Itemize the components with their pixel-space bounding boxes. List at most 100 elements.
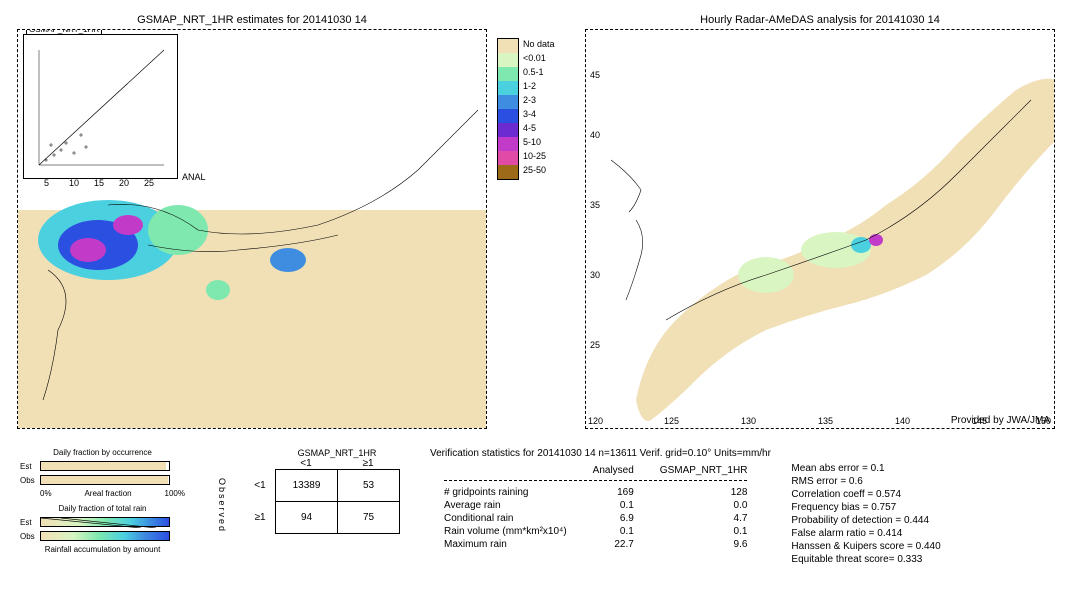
occurrence-title: Daily fraction by occurrence <box>20 448 185 457</box>
legend-swatch <box>498 95 518 109</box>
legend-label: 4-5 <box>523 123 536 133</box>
contingency-table: GSMAP_NRT_1HR <1 ≥1 <1 ≥1 1338953 9475 O… <box>245 448 400 534</box>
legend-label: 1-2 <box>523 81 536 91</box>
legend-label: 3-4 <box>523 109 536 119</box>
ry-40: 40 <box>590 130 600 140</box>
inset-x-5: 5 <box>44 178 49 188</box>
stats-right: Mean abs error = 0.1 RMS error = 0.6 Corre… <box>791 463 940 567</box>
legend-swatch <box>498 137 518 151</box>
est-label-1: Est <box>20 462 40 471</box>
right-map-title: Hourly Radar-AMeDAS analysis for 2014103… <box>586 14 1054 26</box>
rx-125: 125 <box>664 416 679 426</box>
legend-label: No data <box>523 39 555 49</box>
stat-a: 6.9 <box>581 513 646 524</box>
ct-col2: ≥1 <box>337 458 399 469</box>
rx-130: 130 <box>741 416 756 426</box>
total-est-bar <box>40 517 170 527</box>
right-map-svg <box>586 30 1054 428</box>
stat-name: # gridpoints raining <box>432 487 579 498</box>
ct-row1: <1 <box>245 470 275 502</box>
stat-name: Rain volume (mm*km²x10⁴) <box>432 526 579 537</box>
stat-metric: RMS error = 0.6 <box>791 476 940 487</box>
rx-140: 140 <box>895 416 910 426</box>
left-map-title: GSMAP_NRT_1HR estimates for 20141030 14 <box>18 14 486 26</box>
ct-title: GSMAP_NRT_1HR <box>275 448 399 458</box>
legend-swatch <box>498 109 518 123</box>
obs-label-2: Obs <box>20 532 40 541</box>
col-model: GSMAP_NRT_1HR <box>648 465 760 476</box>
stats-title: Verification statistics for 20141030 14 … <box>430 448 1070 459</box>
legend-label: 0.5-1 <box>523 67 544 77</box>
ry-30: 30 <box>590 270 600 280</box>
col-analysed: Analysed <box>581 465 646 476</box>
ct-01: 53 <box>338 470 400 502</box>
right-map-panel: Hourly Radar-AMeDAS analysis for 2014103… <box>585 29 1055 429</box>
occ-obs-bar <box>40 475 170 485</box>
left-map-area: GSMAP_NRT_1HR 5 10 <box>18 30 486 428</box>
legend-swatch <box>498 67 518 81</box>
legend-swatch <box>498 123 518 137</box>
inset-x-15: 15 <box>94 178 104 188</box>
left-map-inset: GSMAP_NRT_1HR 5 10 <box>23 34 178 179</box>
stat-a: 169 <box>581 487 646 498</box>
stat-b: 0.0 <box>648 500 760 511</box>
ry-25: 25 <box>590 340 600 350</box>
stat-b: 128 <box>648 487 760 498</box>
inset-x-10: 10 <box>69 178 79 188</box>
bars-section: Daily fraction by occurrence Est Obs 0% … <box>20 448 185 558</box>
stat-a: 0.1 <box>581 500 646 511</box>
totalrain-title: Daily fraction of total rain <box>20 504 185 513</box>
legend-swatch <box>498 165 518 179</box>
accum-title: Rainfall accumulation by amount <box>20 545 185 554</box>
stat-metric: Mean abs error = 0.1 <box>791 463 940 474</box>
occ-est-bar <box>40 461 170 471</box>
color-legend: No data<0.010.5-11-22-33-44-55-1010-2525… <box>497 38 519 180</box>
inset-svg <box>24 35 179 180</box>
axis-mid: Areal fraction <box>84 489 131 498</box>
stat-b: 0.1 <box>648 526 760 537</box>
inset-x-25: 25 <box>144 178 154 188</box>
ct-cells: 1338953 9475 <box>275 469 400 534</box>
rx-135: 135 <box>818 416 833 426</box>
ct-00: 13389 <box>276 470 338 502</box>
ry-35: 35 <box>590 200 600 210</box>
stat-name: Average rain <box>432 500 579 511</box>
stat-metric: False alarm ratio = 0.414 <box>791 528 940 539</box>
stat-metric: Probability of detection = 0.444 <box>791 515 940 526</box>
stat-name: Conditional rain <box>432 513 579 524</box>
stat-a: 22.7 <box>581 539 646 550</box>
inset-anal-label: ANAL <box>182 172 206 182</box>
legend-label: 10-25 <box>523 151 546 161</box>
axis-0: 0% <box>40 489 52 498</box>
legend-label: <0.01 <box>523 53 546 63</box>
ct-11: 75 <box>338 502 400 534</box>
observed-label: Observed <box>217 478 227 533</box>
rx-145: 145 <box>972 416 987 426</box>
stat-b: 4.7 <box>648 513 760 524</box>
stats-section: Verification statistics for 20141030 14 … <box>430 448 1070 567</box>
ct-row2: ≥1 <box>245 502 275 534</box>
right-map-area: Provided by JWA/JMA 120 125 130 135 140 … <box>586 30 1054 428</box>
stat-metric: Equitable threat score= 0.333 <box>791 554 940 565</box>
legend-label: 2-3 <box>523 95 536 105</box>
left-map-panel: GSMAP_NRT_1HR estimates for 20141030 14 … <box>17 29 487 429</box>
ct-col1: <1 <box>275 458 337 469</box>
legend-swatch <box>498 81 518 95</box>
legend-swatch <box>498 151 518 165</box>
stats-table: Analysed GSMAP_NRT_1HR # gridpoints rain… <box>430 463 761 552</box>
legend-label: 25-50 <box>523 165 546 175</box>
est-label-2: Est <box>20 518 40 527</box>
rx-150: 150 <box>1036 416 1051 426</box>
stat-a: 0.1 <box>581 526 646 537</box>
inset-x-20: 20 <box>119 178 129 188</box>
legend-swatch <box>498 53 518 67</box>
stat-b: 9.6 <box>648 539 760 550</box>
stat-metric: Correlation coeff = 0.574 <box>791 489 940 500</box>
total-obs-bar <box>40 531 170 541</box>
ry-45: 45 <box>590 70 600 80</box>
axis-100: 100% <box>165 489 185 498</box>
ct-10: 94 <box>276 502 338 534</box>
obs-label-1: Obs <box>20 476 40 485</box>
stat-metric: Hanssen & Kuipers score = 0.440 <box>791 541 940 552</box>
inset-title: GSMAP_NRT_1HR <box>26 30 102 35</box>
